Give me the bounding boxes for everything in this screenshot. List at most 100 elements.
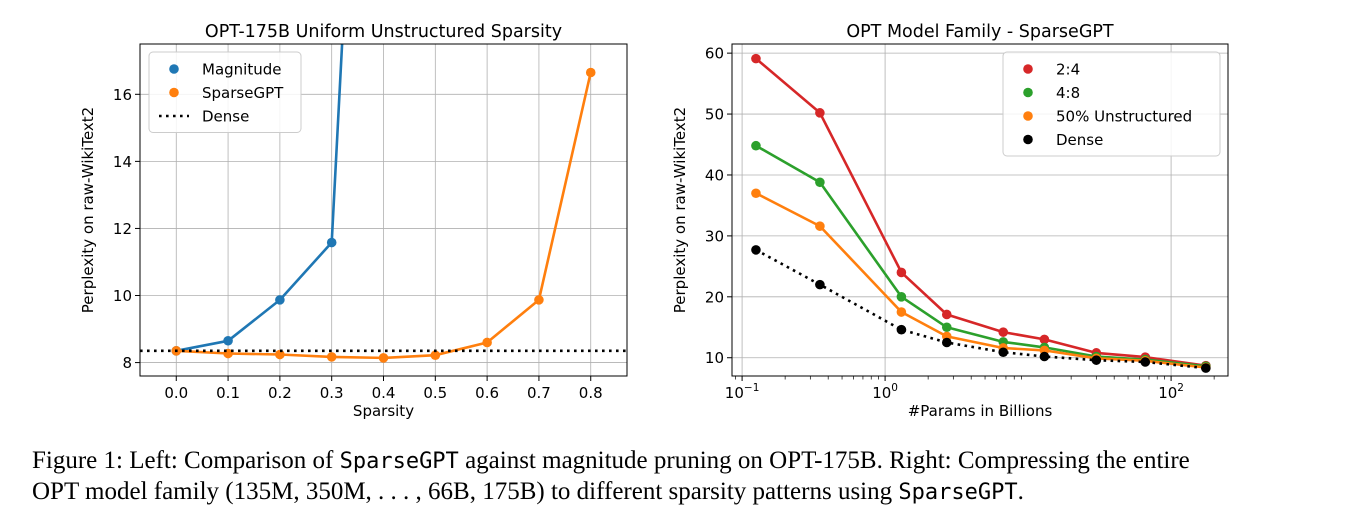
- legend-key-marker: [1023, 87, 1033, 98]
- data-point: [815, 177, 825, 188]
- x-tick-label: 100: [872, 382, 898, 402]
- legend: Magnitude SparseGPT Dense: [148, 51, 302, 133]
- data-point: [223, 335, 233, 346]
- series-group: [751, 53, 1211, 373]
- data-point: [326, 237, 337, 248]
- series-line-50-unstructured: [755, 192, 1206, 369]
- caption-code-1: SparseGPT: [339, 449, 459, 474]
- legend-box: [148, 51, 302, 133]
- data-point: [815, 279, 825, 290]
- x-tick-label: 0.4: [372, 384, 396, 402]
- x-axis-label: #Params in Billions: [908, 402, 1053, 420]
- legend-key-marker: [169, 87, 179, 98]
- y-tick-label: 60: [705, 45, 724, 63]
- legend-label: 4:8: [1056, 84, 1080, 102]
- series-line-dense: [755, 248, 1206, 370]
- y-tick-label: 40: [705, 166, 724, 184]
- y-tick-label: 14: [113, 153, 132, 171]
- data-point: [326, 352, 337, 362]
- figure-caption: Figure 1: Left: Comparison of SparseGPT …: [32, 446, 1332, 508]
- plot-frame: [731, 43, 1229, 377]
- legend-label: Magnitude: [202, 61, 281, 79]
- y-tick-label: 8: [122, 354, 132, 372]
- y-tick-label: 20: [705, 288, 724, 306]
- caption-line-1: Figure 1: Left: Comparison of SparseGPT …: [32, 446, 1332, 477]
- legend-label: Dense: [1056, 131, 1103, 149]
- caption-text-1: Figure 1: Left: Comparison of: [32, 447, 340, 474]
- data-point: [1091, 355, 1102, 365]
- series-group: [140, 44, 627, 363]
- data-point: [430, 350, 441, 361]
- x-tick-label: 0.8: [579, 384, 603, 402]
- y-tick-label: 30: [705, 227, 724, 245]
- caption-text-4: .: [1017, 478, 1024, 505]
- legend-key-marker: [1023, 111, 1033, 121]
- series-line-4-8: [755, 144, 1206, 368]
- legend-key-marker: [1023, 64, 1033, 74]
- data-point: [896, 307, 907, 317]
- x-tick-label: 10−1: [725, 382, 760, 402]
- data-point: [751, 140, 761, 151]
- y-tick-label: 16: [113, 86, 132, 104]
- x-axis-label: Sparsity: [353, 402, 414, 420]
- data-point: [1140, 357, 1151, 367]
- x-tick-label: 0.2: [268, 384, 292, 402]
- data-point: [896, 267, 907, 278]
- x-tick-label: 0.6: [475, 384, 499, 402]
- x-tick-base: 10: [1158, 384, 1177, 402]
- data-point: [751, 188, 761, 199]
- x-tick-label: 0.3: [320, 384, 344, 402]
- caption-text-2: against magnitude pruning on OPT-175B. R…: [458, 447, 1190, 474]
- legend-key-marker: [1023, 134, 1033, 145]
- data-point: [275, 295, 285, 305]
- x-tick-exponent: 0: [891, 382, 898, 394]
- data-point: [941, 309, 952, 320]
- y-tick-label: 12: [113, 220, 132, 238]
- caption-code-2: SparseGPT: [898, 480, 1018, 505]
- x-tick-exponent: 2: [1177, 382, 1184, 394]
- chart-title: OPT Model Family - SparseGPT: [846, 22, 1114, 42]
- data-point: [941, 322, 952, 333]
- legend-key-marker: [169, 64, 179, 74]
- data-point: [1039, 351, 1050, 362]
- x-tick-exponent: −1: [744, 382, 759, 394]
- x-tick-label: 0.7: [527, 384, 551, 402]
- y-tick-label: 10: [705, 349, 724, 367]
- chart-title: OPT-175B Uniform Unstructured Sparsity: [205, 22, 562, 42]
- legend-label: 50% Unstructured: [1056, 108, 1192, 126]
- data-point: [585, 67, 596, 78]
- legend-label: SparseGPT: [202, 84, 284, 102]
- x-tick-label: 0.1: [216, 384, 240, 402]
- x-tick-label: 0.0: [164, 384, 188, 402]
- data-point: [534, 295, 544, 305]
- legend: 2:4 4:8 50% Unstructured Dense: [1002, 51, 1221, 157]
- x-tick-base: 10: [872, 384, 891, 402]
- y-axis-label: Perplexity on raw-WikiText2: [79, 107, 97, 313]
- x-tick-label: 102: [1158, 382, 1184, 402]
- caption-text-3: OPT model family (135M, 350M, . . . , 66…: [32, 478, 899, 505]
- data-point: [815, 221, 825, 231]
- chart-left-opt175b-sparsity: 8 10 12 14 16 0.0 0.1 0.2 0.3 0.4 0.5 0.6 0.7 0.8 OPT-…: [79, 22, 628, 420]
- data-point: [896, 292, 907, 302]
- data-point: [482, 337, 492, 348]
- x-tick-base: 10: [725, 384, 744, 402]
- data-point: [378, 353, 389, 363]
- legend-box: [1002, 51, 1221, 157]
- y-axis-label: Perplexity on raw-WikiText2: [671, 107, 689, 313]
- data-point: [896, 324, 907, 335]
- data-point: [815, 108, 825, 118]
- caption-line-2: OPT model family (135M, 350M, . . . , 66…: [32, 477, 1332, 508]
- data-point: [751, 53, 761, 64]
- data-point: [751, 245, 761, 255]
- data-point: [941, 337, 952, 348]
- legend-label: 2:4: [1056, 61, 1080, 79]
- data-point: [998, 347, 1009, 358]
- data-point: [998, 327, 1009, 337]
- data-point: [1201, 363, 1211, 373]
- y-tick-label: 50: [705, 106, 724, 124]
- x-tick-label: 0.5: [423, 384, 447, 402]
- legend-label: Dense: [202, 108, 249, 126]
- data-point: [1039, 334, 1050, 345]
